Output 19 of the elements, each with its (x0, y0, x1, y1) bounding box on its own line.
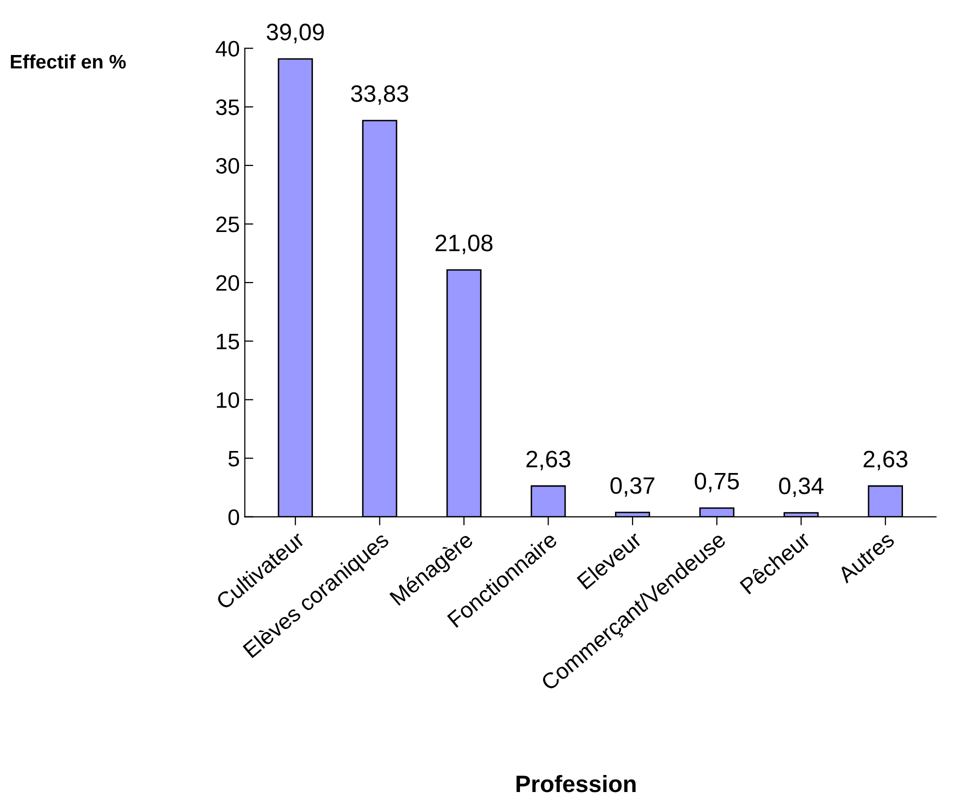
data-label: 2,63 (526, 450, 570, 470)
data-label: 0,34 (779, 478, 824, 498)
y-tick-label: 25 (216, 216, 240, 232)
data-label: 21,08 (436, 234, 492, 254)
y-tick-label: 15 (216, 334, 240, 350)
data-label: 2,63 (864, 450, 908, 470)
y-tick-label: 40 (216, 40, 240, 57)
data-label: 0,37 (610, 477, 654, 497)
y-tick-label: 35 (216, 99, 240, 116)
y-tick-label: 5 (228, 451, 240, 467)
y-tick-label: 30 (216, 158, 240, 174)
x-axis-title: Profession (516, 774, 636, 792)
data-label: 0,75 (694, 472, 739, 492)
y-tick-label: 10 (216, 392, 240, 408)
y-tick-label: 20 (216, 275, 240, 291)
data-label: 33,83 (351, 85, 408, 105)
y-tick-label: 0 (228, 509, 240, 526)
data-label: 39,09 (266, 24, 324, 44)
y-axis-title: Effectif en % (10, 54, 126, 69)
